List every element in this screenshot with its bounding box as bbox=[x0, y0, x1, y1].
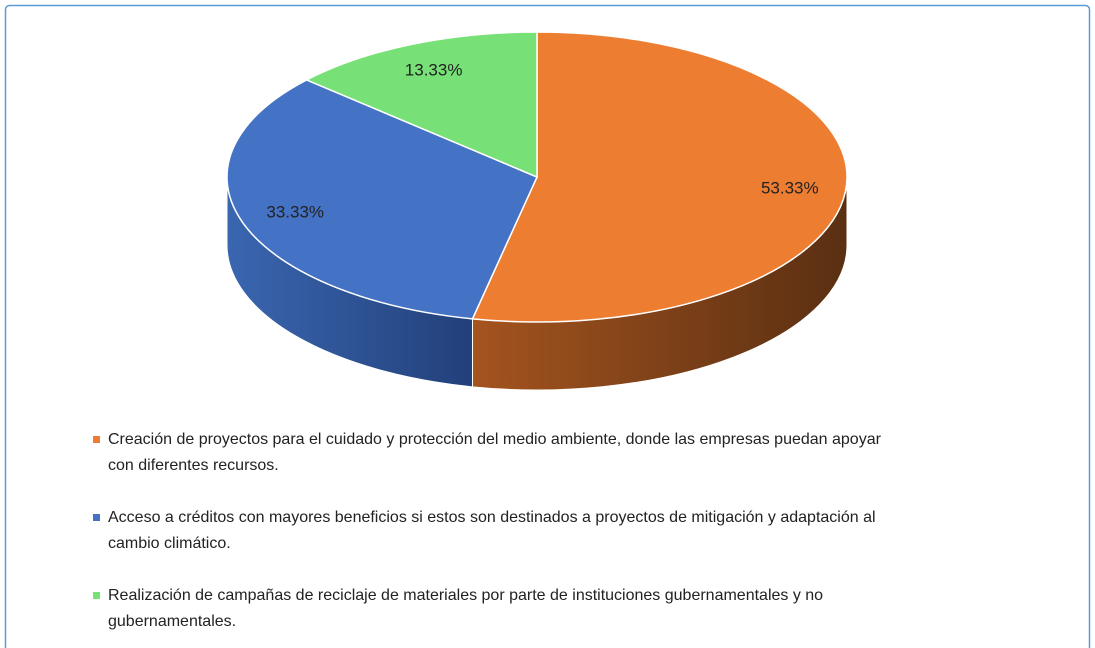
legend-swatch bbox=[93, 436, 100, 443]
legend-item: Creación de proyectos para el cuidado y … bbox=[93, 427, 893, 479]
legend-swatch bbox=[93, 592, 100, 599]
data-label: 33.33% bbox=[266, 202, 324, 221]
slice bbox=[304, 31, 538, 179]
slice bbox=[471, 31, 848, 323]
legend-label: Creación de proyectos para el cuidado y … bbox=[108, 431, 881, 474]
legend-item: Realización de campañas de reciclaje de … bbox=[93, 583, 893, 635]
legend-item: Acceso a créditos con mayores beneficios… bbox=[93, 505, 893, 557]
chart-border bbox=[4, 4, 1091, 648]
legend-label: Acceso a créditos con mayores beneficios… bbox=[108, 509, 876, 552]
legend: Creación de proyectos para el cuidado y … bbox=[93, 427, 893, 648]
data-label: 13.33% bbox=[405, 61, 463, 80]
slice bbox=[226, 79, 539, 320]
data-label: 53.33% bbox=[761, 179, 819, 198]
legend-label: Realización de campañas de reciclaje de … bbox=[108, 587, 824, 630]
legend-swatch bbox=[93, 514, 100, 521]
